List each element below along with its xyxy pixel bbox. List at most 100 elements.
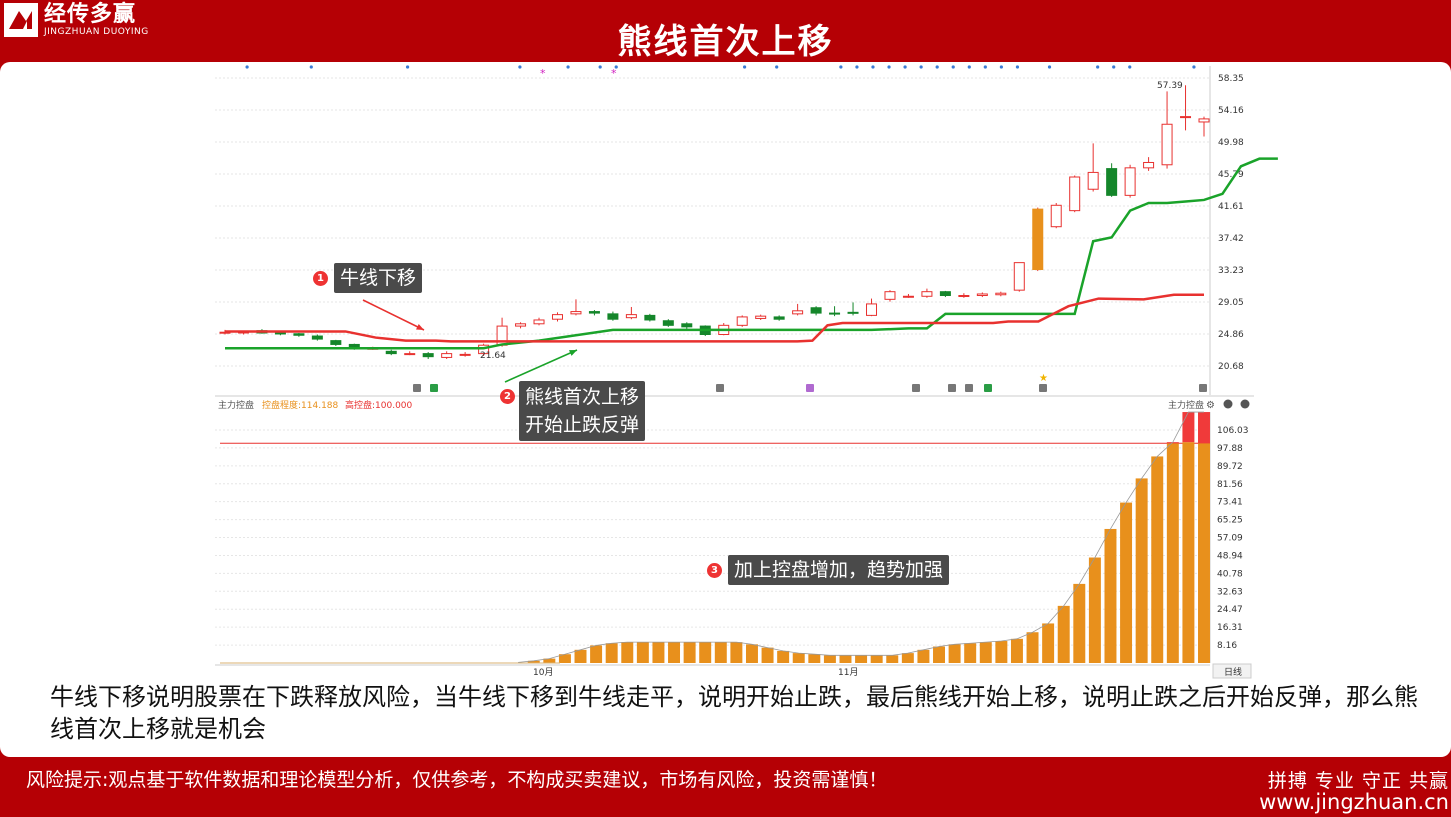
- arrow-bear-up-head: [569, 350, 577, 356]
- control-bar: [1120, 502, 1133, 663]
- risk-label: 风险提示:: [26, 769, 109, 791]
- control-bar: [870, 655, 883, 663]
- logo: 经传多赢 JINGZHUAN DUOYING: [4, 2, 149, 38]
- bar-tick-label: 97.88: [1217, 444, 1243, 454]
- control-bar: [1088, 557, 1101, 663]
- signal-dot: [983, 65, 987, 69]
- control-bar: [933, 646, 945, 663]
- candle-body: [1087, 171, 1099, 190]
- signal-dot: [309, 65, 313, 69]
- event-marker-icon: [430, 384, 438, 392]
- bar-tick-label: 89.72: [1217, 462, 1243, 472]
- bar-tick-label: 16.31: [1217, 623, 1243, 633]
- event-marker-icon: [948, 384, 956, 392]
- arrow-bull-down: [362, 299, 425, 331]
- logo-icon: [4, 3, 38, 37]
- signal-dot: [405, 65, 410, 69]
- bar-tick-label: 81.56: [1217, 480, 1243, 490]
- signal-dot: [1096, 65, 1100, 69]
- candle-body: [293, 333, 305, 336]
- callout-1-badge: 1: [313, 271, 328, 286]
- control-bar: [699, 642, 712, 663]
- candle-body: [588, 311, 600, 314]
- candle-body: [1124, 167, 1136, 196]
- arrow-bull-down-head: [416, 323, 424, 330]
- bear-line: [225, 157, 1278, 350]
- gear-icon: ⚙: [1206, 400, 1215, 411]
- control-bar: [995, 641, 1008, 663]
- control-bar: [574, 649, 587, 663]
- price-tick-label: 24.86: [1218, 330, 1244, 340]
- candle-body: [515, 323, 527, 327]
- control-bar: [886, 655, 899, 663]
- website[interactable]: www.jingzhuan.cn: [1259, 790, 1449, 814]
- page-title: 熊线首次上移: [617, 22, 834, 62]
- candle-body: [1180, 116, 1192, 119]
- signal-dot: [999, 65, 1003, 69]
- control-bar: [1073, 583, 1086, 663]
- candle-body: [441, 353, 453, 358]
- control-bar: [1026, 632, 1039, 663]
- control-bar: [1151, 456, 1164, 663]
- signal-dot: [1047, 65, 1052, 69]
- control-bar-overflow: [1198, 412, 1210, 444]
- event-marker-icon: [1039, 384, 1047, 392]
- event-marker-icon: [413, 384, 421, 392]
- control-bar: [730, 642, 743, 663]
- signal-dot: [775, 65, 779, 69]
- period-label: 日线: [1224, 666, 1242, 678]
- indicator-right-name: 主力控盘: [1168, 399, 1204, 411]
- high-price-label: 57.39: [1157, 81, 1183, 91]
- logo-subtitle: JINGZHUAN DUOYING: [44, 27, 149, 37]
- bar-tick-label: 57.09: [1217, 534, 1243, 544]
- candle-body: [792, 310, 804, 315]
- control-bar: [1166, 443, 1179, 663]
- candle-body: [607, 313, 619, 320]
- candle-body: [570, 311, 582, 315]
- candle-body: [884, 291, 896, 300]
- callout-control-increase: 加上控盘增加，趋势加强: [728, 555, 950, 585]
- bull-line: [225, 293, 1204, 343]
- signal-dot: [967, 65, 971, 69]
- candle-body: [1143, 161, 1155, 169]
- slogan: 拼搏 专业 守正 共赢: [1267, 770, 1449, 792]
- signal-dot: [742, 65, 747, 69]
- control-bar: [979, 642, 992, 663]
- signal-dot: [566, 65, 570, 69]
- x-label-nov: 11月: [838, 667, 858, 678]
- price-tick-label: 54.16: [1218, 106, 1244, 116]
- control-bar: [683, 642, 696, 663]
- candle-body: [939, 291, 951, 297]
- candle-body: [385, 350, 397, 355]
- control-bar: [605, 643, 618, 663]
- candle-body: [1198, 118, 1210, 123]
- event-marker-icon: [912, 384, 920, 392]
- candle-body: [274, 332, 286, 335]
- signal-dot: [245, 65, 249, 69]
- logo-name: 经传多赢: [44, 2, 137, 27]
- signal-dot: [1015, 65, 1020, 69]
- candle-body: [1161, 123, 1173, 166]
- indicator-name: 主力控盘: [218, 399, 254, 411]
- bar-tick-label: 65.25: [1217, 516, 1243, 526]
- signal-dot: [855, 65, 859, 69]
- price-tick-label: 58.35: [1218, 74, 1244, 84]
- signal-star: *: [611, 67, 617, 80]
- control-bar: [527, 660, 540, 663]
- signal-dot: [887, 65, 891, 69]
- candle-body: [404, 353, 416, 356]
- control-bar: [543, 658, 556, 663]
- help-icon: [1223, 399, 1233, 409]
- control-bar: [652, 642, 665, 663]
- signal-dot: [919, 65, 923, 69]
- callout-2-line2: 开始止跌反弹: [525, 414, 640, 436]
- control-bar-overflow: [1182, 412, 1195, 443]
- candle-body: [810, 307, 822, 314]
- callout-2-badge: 2: [500, 389, 515, 404]
- control-trend-line: [518, 411, 1204, 663]
- control-bar: [839, 655, 852, 663]
- candle-body: [551, 314, 563, 320]
- control-bar: [823, 655, 836, 663]
- arrow-bear-up: [504, 349, 578, 383]
